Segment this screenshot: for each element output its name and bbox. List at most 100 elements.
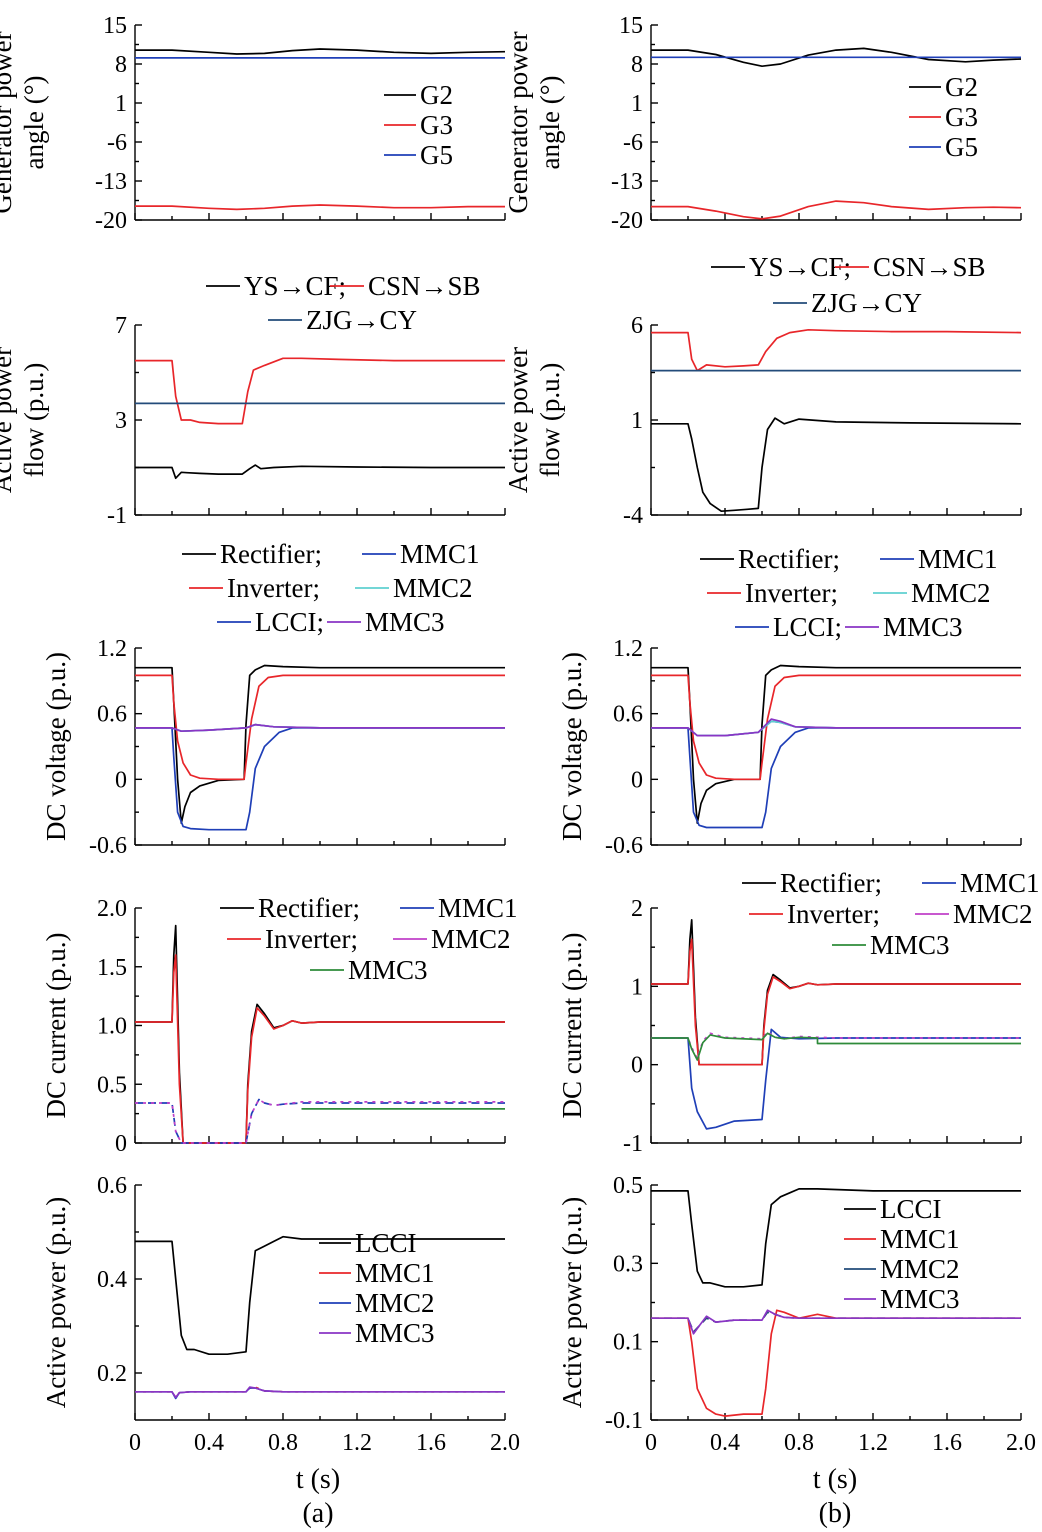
chart-a-3: 2.0 1.5 1.0 0.5 0 DC current (p.u.) Rectifier;… [41, 893, 518, 1157]
chart-b-1: 6 1 -4 Active power flow (p.u.) YS→CF; CSN→SB Z… [503, 252, 1022, 529]
y-tick-label: 0.5 [97, 1072, 127, 1098]
legend-label: MMC2 [953, 899, 1033, 929]
legend-label: LCCI [880, 1194, 942, 1224]
y-tick-label: 1.2 [613, 636, 643, 662]
x-tick-label: 1.6 [416, 1430, 446, 1456]
y-tick-label: 0.4 [97, 1267, 127, 1293]
legend-label: G5 [420, 140, 453, 170]
legend-label: G3 [420, 110, 453, 140]
y-tick-label: 1 [631, 974, 643, 1000]
legend-label: CSN→SB [873, 252, 986, 282]
legend-label: G5 [945, 132, 978, 162]
legend-label: MMC3 [880, 1284, 960, 1314]
legend-label: MMC3 [870, 930, 950, 960]
series-mmc2-line [135, 1098, 505, 1144]
legend-label: LCCI; [255, 607, 324, 637]
series-inverter-line [135, 954, 505, 1144]
legend-label: MMC2 [393, 573, 473, 603]
series-mmc3-line [135, 723, 505, 733]
y-tick-label: 0 [115, 1131, 127, 1157]
legend-label: CSN→SB [368, 271, 481, 301]
series-ys-cf-line [651, 417, 1022, 513]
chart-b-3: 2 1 0 -1 DC current (p.u.) Rectifier; MMC1 Inve… [557, 868, 1040, 1157]
legend-label: MMC3 [365, 607, 445, 637]
y-tick-label: 0 [631, 767, 643, 793]
y-tick-label: 1.0 [97, 1014, 127, 1040]
y-tick-label: 1.5 [97, 955, 127, 981]
y-tick-label: 0.5 [613, 1173, 643, 1199]
legend-label: Rectifier; [780, 868, 882, 898]
y-axis-label: Active power (p.u.) [41, 1197, 71, 1408]
x-tick-label: 1.6 [932, 1430, 962, 1456]
series-lcci-line [651, 727, 1021, 829]
y-axis-label: DC voltage (p.u.) [41, 652, 71, 841]
y-tick-label: 1.2 [97, 636, 127, 662]
chart-a-1: 7 3 -1 Active power flow (p.u.) YS→CF; CSN→SB Z… [0, 271, 506, 529]
series-mmc3-line [135, 1386, 505, 1399]
series-g3-line [651, 200, 1022, 220]
y-tick-label: 0.2 [97, 1361, 127, 1387]
legend-label: MMC1 [355, 1258, 435, 1288]
legend-label: Rectifier; [258, 893, 360, 923]
y-axis-label: Active power (p.u.) [557, 1197, 587, 1408]
series-mmc3-line [651, 718, 1021, 737]
y-tick-label: 0.3 [613, 1251, 643, 1277]
y-tick-label: 0.6 [613, 702, 643, 728]
legend-label: Rectifier; [738, 544, 840, 574]
y-tick-label: 0 [631, 1053, 643, 1079]
series-inverter-line [651, 938, 1021, 1066]
y-tick-label: 1 [631, 91, 643, 117]
legend-label: MMC2 [911, 578, 991, 608]
panel-label-a: (a) [302, 1498, 333, 1529]
y-tick-label: 15 [103, 13, 127, 39]
x-tick-label: 1.2 [858, 1430, 888, 1456]
y-tick-label: -13 [611, 169, 643, 195]
series-lcci-line [135, 1235, 505, 1356]
y-tick-label: 8 [115, 52, 127, 78]
y-tick-label: 2.0 [97, 896, 127, 922]
y-axis-label: Active power [0, 347, 17, 493]
y-axis-label: angle (°) [19, 76, 49, 170]
y-tick-label: -1 [107, 503, 127, 529]
legend-label: LCCI; [773, 612, 842, 642]
y-tick-label: 0.1 [613, 1330, 643, 1356]
series-rectifier-line [135, 924, 505, 1144]
chart-b-2: 1.2 0.6 0 -0.6 DC voltage (p.u.) Rectifier; MM… [557, 544, 1022, 859]
y-tick-label: 0.6 [97, 1173, 127, 1199]
y-tick-label: 8 [631, 52, 643, 78]
x-tick-label: 0.4 [710, 1430, 740, 1456]
legend-label: MMC2 [431, 924, 511, 954]
series-g2-line [651, 47, 1022, 68]
series-lcci-line [135, 727, 505, 831]
series-ys-cf-line [135, 464, 505, 480]
y-tick-label: -6 [623, 130, 643, 156]
y-axis-label: DC voltage (p.u.) [557, 652, 587, 841]
series-csn-sb-line [651, 328, 1022, 372]
x-tick-label: 0.8 [784, 1430, 814, 1456]
x-axis-label-a: t (s) [296, 1464, 340, 1495]
x-tick-label: 0 [129, 1430, 141, 1456]
legend-label: MMC1 [918, 544, 998, 574]
x-tick-label: 0.4 [194, 1430, 224, 1456]
series-mmc3-line [651, 1309, 1021, 1335]
y-tick-label: 0 [115, 767, 127, 793]
legend-label: Rectifier; [220, 539, 322, 569]
y-tick-label: 1 [631, 408, 643, 434]
series-inverter-line [651, 674, 1021, 781]
y-tick-label: -0.6 [605, 833, 643, 859]
series-inverter-line [135, 674, 505, 781]
legend-label: G2 [945, 72, 978, 102]
legend-label: ZJG→CY [811, 288, 922, 318]
y-tick-label: -1 [623, 1131, 643, 1157]
series-lcci-line [651, 1188, 1021, 1288]
y-axis-label: DC current (p.u.) [41, 933, 71, 1119]
series-mmc2-line [651, 1030, 1021, 1060]
y-tick-label: -20 [95, 208, 127, 234]
series-mmc2-line [135, 1387, 505, 1400]
x-tick-label: 0.8 [268, 1430, 298, 1456]
y-tick-label: 7 [115, 313, 127, 339]
legend-label: YS→CF; [244, 271, 346, 301]
panel-label-b: (b) [819, 1498, 852, 1529]
legend-label: MMC2 [355, 1288, 435, 1318]
